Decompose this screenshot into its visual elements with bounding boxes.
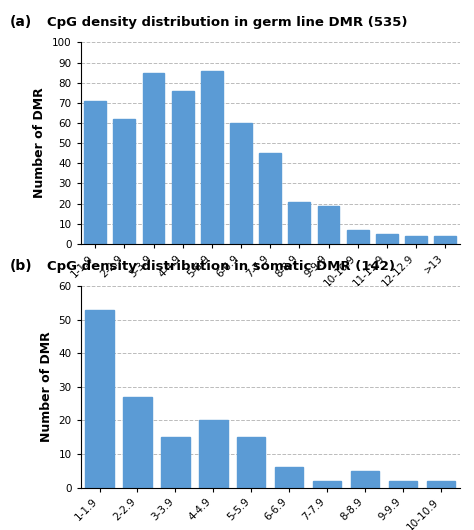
Bar — [275, 467, 303, 488]
Bar — [427, 481, 455, 488]
Bar — [434, 236, 456, 244]
Bar — [161, 437, 190, 488]
Bar — [199, 420, 228, 488]
Y-axis label: Number of DMR: Number of DMR — [40, 332, 53, 442]
Bar — [351, 471, 379, 488]
Bar — [288, 201, 310, 244]
Bar — [405, 236, 427, 244]
Bar — [389, 481, 417, 488]
Bar — [143, 73, 164, 244]
Text: CpG density distribution in germ line DMR (535): CpG density distribution in germ line DM… — [47, 16, 408, 29]
Bar — [313, 481, 341, 488]
Bar — [318, 206, 339, 244]
Bar — [237, 437, 265, 488]
Y-axis label: Number of DMR: Number of DMR — [33, 88, 46, 198]
Bar — [259, 153, 281, 244]
Bar — [113, 119, 135, 244]
Bar — [123, 397, 152, 488]
Bar — [85, 310, 114, 488]
Bar — [230, 123, 252, 244]
Text: (b): (b) — [9, 259, 32, 273]
Bar — [84, 101, 106, 244]
Text: CpG density distribution in somatic DMR (142): CpG density distribution in somatic DMR … — [47, 260, 395, 273]
Bar — [172, 91, 193, 244]
Text: (a): (a) — [9, 15, 32, 29]
Bar — [201, 70, 223, 244]
X-axis label: CpG density (CpG/100bp): CpG density (CpG/100bp) — [182, 294, 359, 307]
Bar — [347, 229, 369, 244]
Bar — [376, 234, 398, 244]
